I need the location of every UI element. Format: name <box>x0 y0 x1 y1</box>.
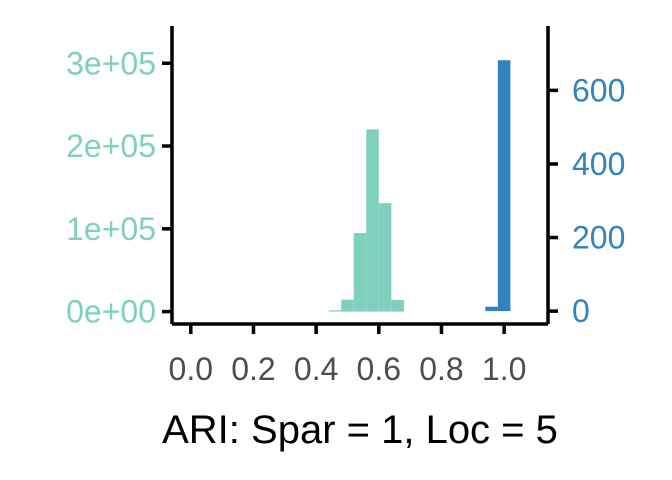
histogram-bar <box>341 299 354 312</box>
left-tick-label: 2e+05 <box>66 128 156 164</box>
x-tick-label: 0.8 <box>419 351 463 387</box>
bars-layer <box>328 60 511 312</box>
histogram-bar <box>366 129 379 312</box>
x-tick-label: 0.0 <box>169 351 213 387</box>
right-tick-label: 400 <box>572 146 625 182</box>
ticks-layer: 0e+00 1e+05 2e+05 3e+05 0 200 400 600 0.0 0.2 0.4 0… <box>66 45 625 387</box>
histogram-bar <box>328 310 342 312</box>
histogram-bar <box>391 299 404 312</box>
x-tick-label: 0.2 <box>231 351 275 387</box>
x-tick-label: 0.6 <box>357 351 401 387</box>
x-axis-label: ARI: Spar = 1, Loc = 5 <box>162 408 558 452</box>
left-tick-label: 3e+05 <box>66 45 156 81</box>
right-tick-label: 600 <box>572 72 625 108</box>
histogram-bar <box>378 203 392 312</box>
left-tick-label: 1e+05 <box>66 211 156 247</box>
histogram-bar <box>497 60 511 312</box>
x-tick-label: 0.4 <box>294 351 338 387</box>
left-tick-label: 0e+00 <box>66 294 156 330</box>
right-tick-label: 200 <box>572 220 625 256</box>
histogram-bar <box>485 306 498 312</box>
histogram-bar <box>353 232 367 312</box>
right-tick-label: 0 <box>572 293 590 329</box>
x-tick-label: 1.0 <box>482 351 526 387</box>
